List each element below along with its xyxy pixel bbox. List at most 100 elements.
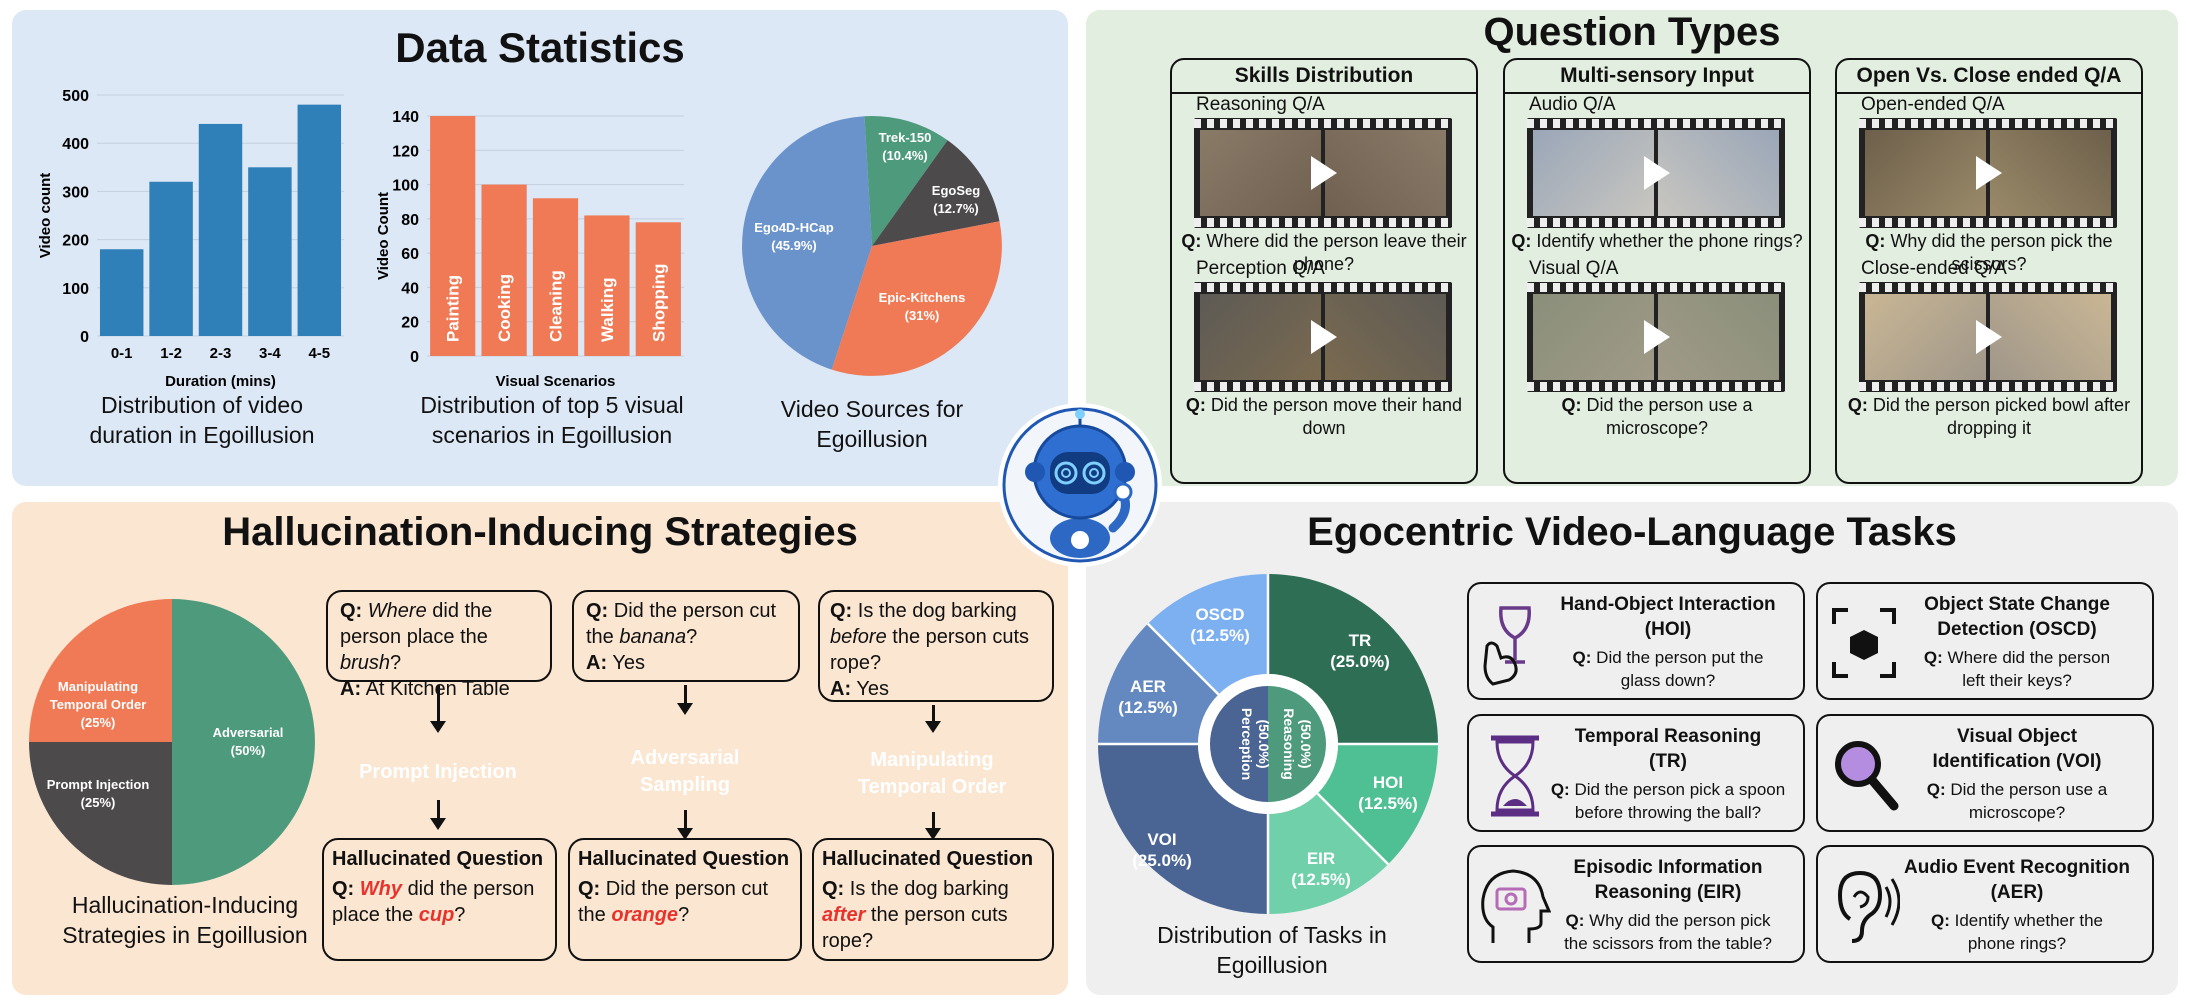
video-frame <box>1533 294 1654 380</box>
video-frame <box>1325 130 1446 216</box>
video-thumbnail[interactable] <box>1527 118 1785 228</box>
hallucinated-question-card: Hallucinated Question Q: Why did the per… <box>322 838 557 961</box>
task-question: Q: Did the person pick a spoon before thr… <box>1550 780 1786 822</box>
qa-type-label: Reasoning Q/A <box>1196 94 1325 115</box>
flow-arrow <box>677 685 693 715</box>
task-card: Visual Object Identification (VOI) Q: Did… <box>1816 714 2154 832</box>
play-icon[interactable] <box>1644 320 1670 354</box>
task-card: Temporal Reasoning (TR) Q: Did the person… <box>1467 714 1805 832</box>
bar-label: Cleaning <box>547 270 566 342</box>
caption-line: Distribution of video <box>101 392 303 418</box>
pie-slice-ego4d <box>742 116 872 370</box>
play-icon[interactable] <box>1976 320 2002 354</box>
pie-label: Epic-Kitchens <box>879 290 966 305</box>
bar <box>584 215 630 356</box>
video-thumbnail[interactable] <box>1859 282 2117 392</box>
pie-label: Adversarial <box>213 725 284 740</box>
video-frame <box>1658 130 1779 216</box>
qa-type-label: Perception Q/A <box>1196 258 1325 279</box>
video-frame <box>1658 294 1779 380</box>
sunburst-value: (12.5%) <box>1118 698 1178 717</box>
original-question-card: Q: Did the person cut the banana? A: Yes <box>572 590 800 682</box>
pie-value: (25%) <box>81 715 116 730</box>
answer-text: A: At Kitchen Table <box>340 678 510 700</box>
caption-line: Distribution of Tasks in <box>1157 922 1387 948</box>
bar <box>297 104 342 336</box>
film-perforation <box>1527 283 1785 292</box>
sunburst-value: (12.5%) <box>1358 794 1418 813</box>
video-thumbnail[interactable] <box>1859 118 2117 228</box>
x-tick-label: 4-5 <box>308 345 330 362</box>
question-type-column: Skills Distribution Reasoning Q/A Q: Whe… <box>1170 58 1478 484</box>
hallucinated-question-card: Hallucinated Question Q: Is the dog bark… <box>812 838 1054 961</box>
duration-chart-caption: Distribution of video duration in Egoill… <box>52 390 352 450</box>
pie-slice-trek150 <box>864 115 948 246</box>
video-frame <box>1533 130 1654 216</box>
strategy-pie-caption: Hallucination-Inducing Strategies in Ego… <box>30 890 340 950</box>
hallucinated-title: Hallucinated Question <box>578 848 790 870</box>
strategy-pie-chart: Adversarial (50%) Prompt Injection (25%)… <box>29 599 315 885</box>
play-icon[interactable] <box>1644 156 1670 190</box>
video-thumbnail[interactable] <box>1194 282 1452 392</box>
question-type-column: Open Vs. Close ended Q/A Open-ended Q/A … <box>1835 58 2143 484</box>
video-frame <box>1865 130 1986 216</box>
sunburst-value: (12.5%) <box>1291 870 1351 889</box>
flow-arrow <box>430 800 446 830</box>
hallucinated-question-text: Q: Is the dog barking after the person c… <box>822 878 1009 952</box>
question-text: Q: Did the person move their hand down <box>1185 395 1463 438</box>
caption-line: Egoillusion <box>816 426 928 452</box>
video-thumbnail[interactable] <box>1527 282 1785 392</box>
task-question: Q: Did the person use a microscope? <box>1926 780 2108 822</box>
column-header: Multi-sensory Input <box>1505 60 1809 94</box>
y-tick-label: 0 <box>410 349 419 366</box>
sunburst-label: AER <box>1130 677 1166 696</box>
robot-mascot-icon <box>998 403 1162 567</box>
pie-value: (31%) <box>905 308 940 323</box>
x-axis-label: Visual Scenarios <box>496 373 616 390</box>
y-tick-label: 400 <box>62 136 89 153</box>
sunburst-label: HOI <box>1373 773 1403 792</box>
play-icon[interactable] <box>1311 320 1337 354</box>
pie-value: (12.7%) <box>933 201 979 216</box>
video-frame <box>1990 294 2111 380</box>
hallucinated-title: Hallucinated Question <box>822 848 1034 870</box>
play-icon[interactable] <box>1311 156 1337 190</box>
video-frame <box>1200 294 1321 380</box>
play-icon[interactable] <box>1976 156 2002 190</box>
egocentric-tasks-panel: Egocentric Video-Language Tasks TR (25.0… <box>1086 502 2178 995</box>
hallucinated-question-card: Hallucinated Question Q: Did the person … <box>568 838 802 961</box>
bar-label: Painting <box>444 275 463 342</box>
flow-arrow <box>925 705 941 733</box>
bar <box>532 198 579 356</box>
task-card: Object State Change Detection (OSCD) Q: W… <box>1816 582 2154 700</box>
sunburst-value: (25.0%) <box>1330 652 1390 671</box>
scenario-bar-chart: 0 20 40 60 80 100 120 140 Painting Cooking Cleanin… <box>375 109 684 390</box>
pie-value: (45.9%) <box>771 238 817 253</box>
question-text: Q: Where did the person leave their phon… <box>1181 231 1467 274</box>
tasks-chart-caption: Distribution of Tasks in Egoillusion <box>1122 920 1422 980</box>
task-title: Episodic Information Reasoning (EIR) <box>1573 857 1763 903</box>
film-perforation <box>1859 283 2117 292</box>
hallucination-title: Hallucination-Inducing Strategies <box>222 510 858 554</box>
question-text: Q: Is the dog barking before the person … <box>830 600 1030 674</box>
video-thumbnail[interactable] <box>1194 118 1452 228</box>
sunburst-outer-aer <box>1098 623 1219 744</box>
qa-type-label: Audio Q/A <box>1529 94 1616 115</box>
pie-label: Prompt Injection <box>47 777 150 792</box>
video-source-pie-chart: Ego4D-HCap (45.9%) Trek-150 (10.4%) EgoS… <box>742 115 1002 376</box>
bar-label: Shopping <box>649 264 668 342</box>
flow-arrow <box>430 685 446 733</box>
hallucinated-title: Hallucinated Question <box>332 848 544 870</box>
sunburst-outer-voi <box>1098 744 1268 914</box>
video-frame <box>1200 130 1321 216</box>
task-question: Q: Where did the person left their keys? <box>1923 648 2111 690</box>
y-tick-label: 100 <box>62 281 89 298</box>
y-tick-label: 20 <box>401 315 419 332</box>
film-perforation <box>1194 119 1452 128</box>
question-types-title: Question Types <box>1483 10 1781 54</box>
bar <box>248 167 292 336</box>
question-text: Q: Why did the person pick the scissors? <box>1865 231 2113 274</box>
film-perforation <box>1527 382 1785 391</box>
question-text: Q: Identify whether the phone rings? <box>1511 231 1803 251</box>
x-axis-label: Duration (mins) <box>165 373 276 390</box>
